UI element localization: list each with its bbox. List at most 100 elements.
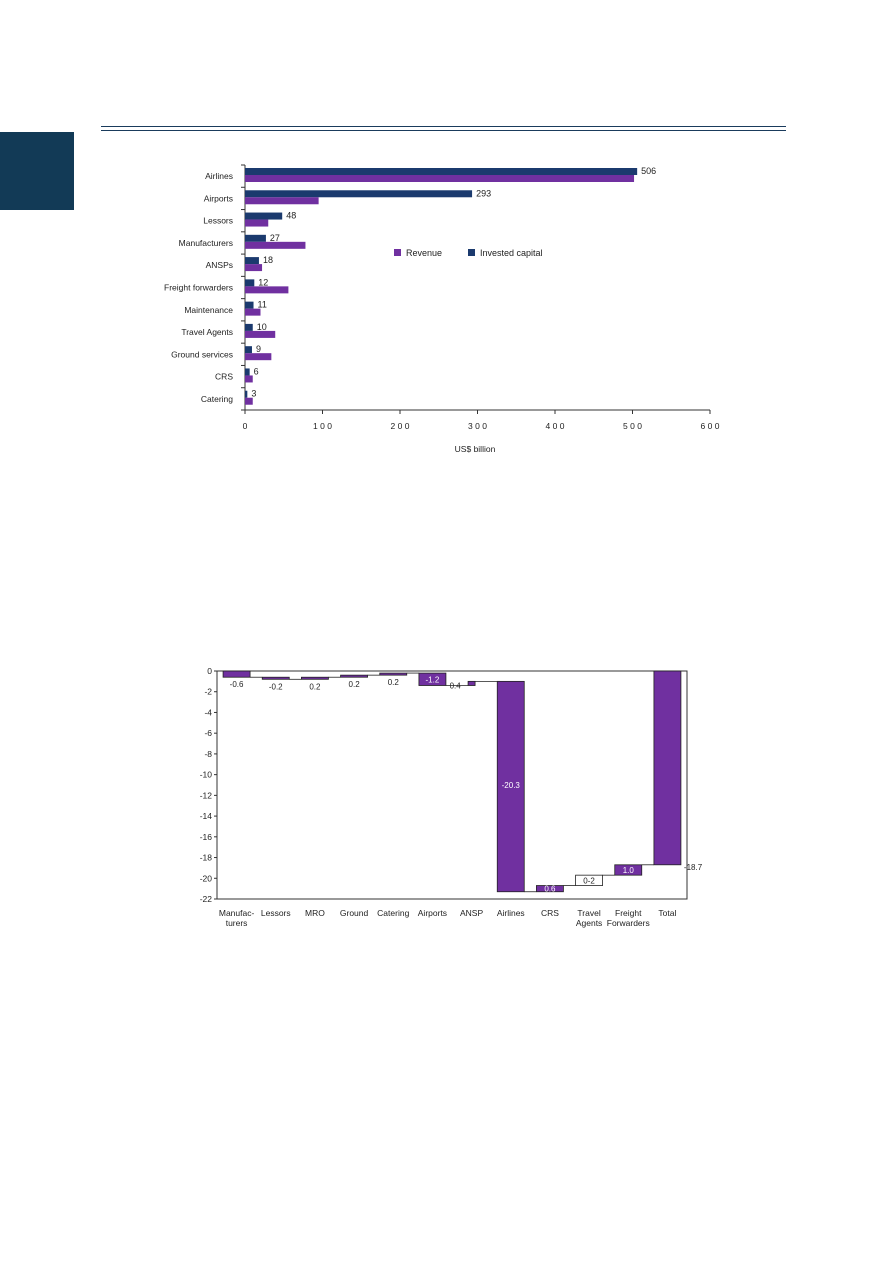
bar-invested-capital [245,346,252,354]
x-tick-label: 1 0 0 [313,421,332,431]
category-label: CRS [541,908,559,918]
category-label: MRO [305,908,325,918]
x-tick-label: 5 0 0 [623,421,642,431]
data-label: 12 [258,277,268,287]
category-label: Travel [577,908,600,918]
data-label: -20.3 [502,781,521,790]
category-label: Catering [377,908,409,918]
category-label: Lessors [261,908,291,918]
bar-invested-capital [245,212,283,220]
plot-frame [216,670,688,900]
data-label: 0.2 [309,682,321,691]
bar-revenue [245,353,272,361]
data-label: 48 [286,211,296,221]
category-label: Freight forwarders [164,283,233,293]
y-tick-label: -4 [204,707,212,717]
data-label: 11 [258,300,267,310]
y-tick-label: -18 [200,853,213,863]
category-label: Airlines [205,171,233,181]
data-label: -18.7 [684,863,703,872]
category-label: Freight [615,908,642,918]
category-label: Maintenance [184,305,233,315]
data-label: -0.6 [230,680,244,689]
category-label: Ground services [171,349,233,359]
data-label: 0.4 [450,681,462,690]
bar-chart-revenue-invested-capital: Airlines 506 Airports 293 Lessors 48 Manufactu… [164,164,720,454]
waterfall-bar [261,676,290,680]
data-label: 0.6 [544,885,556,894]
x-tick-label: 0 [243,421,248,431]
y-tick-label: -22 [200,894,213,904]
legend-swatch-revenue [394,249,401,256]
data-label: 3 [251,389,256,399]
y-tick-label: -10 [200,770,213,780]
bar-invested-capital [245,279,255,287]
data-label: 506 [641,166,656,176]
bar-revenue [245,286,289,294]
header-rule-bottom [101,130,786,131]
data-label: -0.2 [269,682,283,691]
x-tick-label: 2 0 0 [391,421,410,431]
waterfall-bar [340,674,368,678]
bar-revenue [245,175,635,182]
data-label: 18 [263,255,273,265]
category-label: Catering [201,394,233,404]
y-tick-label: -14 [200,811,213,821]
category-label: Airlines [497,908,525,918]
bar-revenue [245,197,319,205]
legend-label-invested-capital: Invested capital [480,248,543,258]
category-label: CRS [215,372,233,382]
y-tick-label: -16 [200,832,213,842]
category-label: Travel Agents [181,327,233,337]
y-tick-label: -12 [200,790,213,800]
data-label: 10 [257,322,267,332]
data-label: 0-2 [583,876,595,885]
y-tick-label: -6 [204,728,212,738]
bar-revenue [245,375,253,383]
legend-label-revenue: Revenue [406,248,442,258]
bar-revenue [245,308,261,316]
y-tick-label: -8 [204,749,212,759]
y-tick-label: 0 [207,666,212,676]
bar-revenue [245,264,263,272]
waterfall-bar [222,670,251,678]
data-label: 27 [270,233,280,243]
bar-invested-capital [245,234,266,242]
category-label: Manufacturers [179,238,233,248]
bar-revenue [245,330,276,338]
y-tick-label: -20 [200,873,213,883]
bar-invested-capital [245,323,253,331]
waterfall-bar [467,680,476,686]
waterfall-bar [418,672,447,686]
bar-invested-capital [245,168,638,175]
x-tick-label: 3 0 0 [468,421,487,431]
waterfall-bar [536,885,564,893]
waterfall-bar [575,874,603,886]
bar-invested-capital [245,257,259,265]
bar-revenue [245,241,306,249]
category-label: Lessors [203,216,233,226]
bar-invested-capital [245,368,250,376]
bar-invested-capital [245,390,248,398]
x-tick-label: 4 0 0 [546,421,565,431]
category-label: Total [658,908,676,918]
y-tick-label: -2 [204,687,212,697]
bar-revenue [245,397,253,405]
bar-revenue [245,219,269,227]
category-label: turers [226,918,248,928]
waterfall-bar [496,680,525,893]
waterfall-bar [379,672,408,676]
waterfall-bar [653,670,682,866]
data-label: 0.2 [388,678,400,687]
data-label: 6 [254,366,259,376]
waterfall-bar [614,864,643,876]
data-label: -1.2 [426,675,440,684]
category-label: ANSP [460,908,483,918]
data-label: 0.2 [349,680,361,689]
category-label: Airports [204,193,233,203]
category-label: Manufac- [219,908,255,918]
section-tab [0,132,74,210]
category-label: Forwarders [607,918,650,928]
bar-invested-capital [245,190,473,198]
category-label: Airports [418,908,447,918]
